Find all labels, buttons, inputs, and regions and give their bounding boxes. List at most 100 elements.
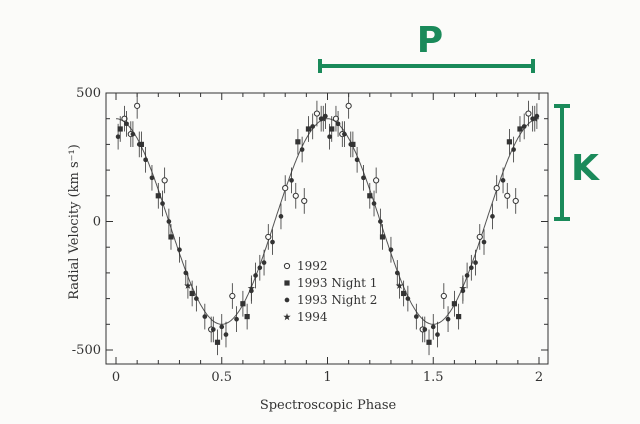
- data-point: [253, 273, 258, 278]
- data-point: [517, 126, 523, 132]
- data-point: [184, 281, 192, 289]
- data-point: [395, 281, 404, 289]
- data-point: [525, 110, 532, 117]
- data-point: [422, 327, 428, 332]
- data-point: [189, 290, 195, 297]
- data-point: [335, 121, 341, 127]
- data-point: [394, 270, 400, 276]
- data-point: [292, 192, 299, 199]
- data-point: [481, 239, 487, 245]
- data-point: [202, 314, 208, 319]
- data-point: [257, 265, 263, 271]
- period-label: P: [417, 20, 443, 61]
- x-tick-label: 1: [323, 370, 331, 385]
- legend-marker: [284, 280, 290, 286]
- data-point: [247, 284, 256, 292]
- data-point: [361, 175, 366, 181]
- legend-label: 1993 Night 1: [297, 276, 377, 290]
- data-point: [426, 339, 432, 345]
- data-point: [310, 124, 316, 129]
- data-point: [445, 316, 451, 322]
- y-tick-label: -500: [72, 343, 101, 358]
- data-point: [166, 219, 172, 224]
- x-tick-label: 0: [112, 370, 120, 385]
- data-point: [531, 114, 539, 122]
- data-point: [265, 233, 272, 241]
- data-point: [401, 290, 407, 297]
- data-point: [115, 134, 121, 140]
- data-point: [348, 142, 354, 147]
- data-point: [378, 219, 383, 224]
- data-point: [534, 113, 540, 119]
- x-tick-label: 0.5: [211, 370, 232, 385]
- data-point: [149, 175, 155, 181]
- data-point: [130, 131, 136, 137]
- data-point: [440, 292, 447, 300]
- data-point: [160, 201, 165, 206]
- x-tick-label: 2: [535, 370, 543, 385]
- data-point: [194, 296, 199, 301]
- axis-ticks: 0 0.5 1 1.5 2 500 0 -500: [72, 86, 548, 385]
- data-point: [261, 260, 267, 265]
- data-point: [511, 147, 516, 152]
- data-point: [506, 139, 512, 145]
- data-point: [270, 239, 275, 245]
- data-point: [240, 301, 246, 307]
- data-point: [161, 177, 168, 184]
- legend: 1992 1993 Night 1 1993 Night 2 1994: [283, 259, 377, 324]
- data-point: [500, 178, 506, 183]
- data-point: [121, 115, 128, 122]
- data-point: [493, 184, 500, 192]
- data-point: [223, 332, 229, 337]
- data-point: [278, 214, 284, 219]
- legend-marker: [284, 297, 290, 303]
- data-point: [183, 270, 189, 276]
- data-point: [456, 313, 462, 320]
- data-point: [504, 192, 511, 199]
- data-point: [210, 327, 216, 332]
- data-point: [214, 339, 221, 345]
- data-point: [435, 332, 440, 337]
- amplitude-label: K: [571, 148, 600, 189]
- data-point: [143, 157, 148, 163]
- data-point: [327, 134, 332, 140]
- legend-marker: [283, 313, 291, 321]
- data-point: [473, 260, 478, 265]
- data-point: [379, 234, 386, 240]
- data-point: [305, 126, 312, 132]
- data-points: [115, 93, 540, 356]
- data-point: [342, 131, 347, 137]
- data-point: [354, 157, 360, 163]
- data-point: [229, 292, 236, 300]
- data-point: [177, 247, 182, 253]
- data-point: [301, 197, 308, 205]
- data-point: [373, 177, 380, 184]
- data-point: [117, 126, 123, 132]
- data-point: [451, 301, 457, 307]
- legend-label: 1993 Night 2: [297, 293, 377, 307]
- legend-label: 1994: [297, 310, 328, 324]
- data-point: [345, 102, 352, 109]
- data-point: [313, 110, 321, 117]
- data-point: [388, 247, 394, 253]
- data-point: [512, 197, 519, 205]
- data-point: [134, 102, 141, 109]
- data-point: [155, 193, 161, 199]
- data-point: [490, 214, 495, 219]
- data-point: [413, 314, 419, 319]
- data-point: [299, 147, 305, 152]
- x-axis-label: Spectroscopic Phase: [260, 398, 397, 413]
- data-point: [332, 115, 340, 122]
- data-point: [329, 126, 335, 132]
- y-tick-label: 0: [93, 215, 101, 230]
- data-point: [367, 193, 373, 199]
- data-point: [124, 121, 129, 127]
- data-point: [295, 139, 301, 145]
- data-point: [371, 201, 377, 206]
- data-point: [459, 284, 467, 292]
- data-point: [476, 233, 483, 241]
- data-point: [405, 296, 411, 301]
- data-point: [234, 316, 239, 322]
- y-tick-label: 500: [76, 86, 101, 101]
